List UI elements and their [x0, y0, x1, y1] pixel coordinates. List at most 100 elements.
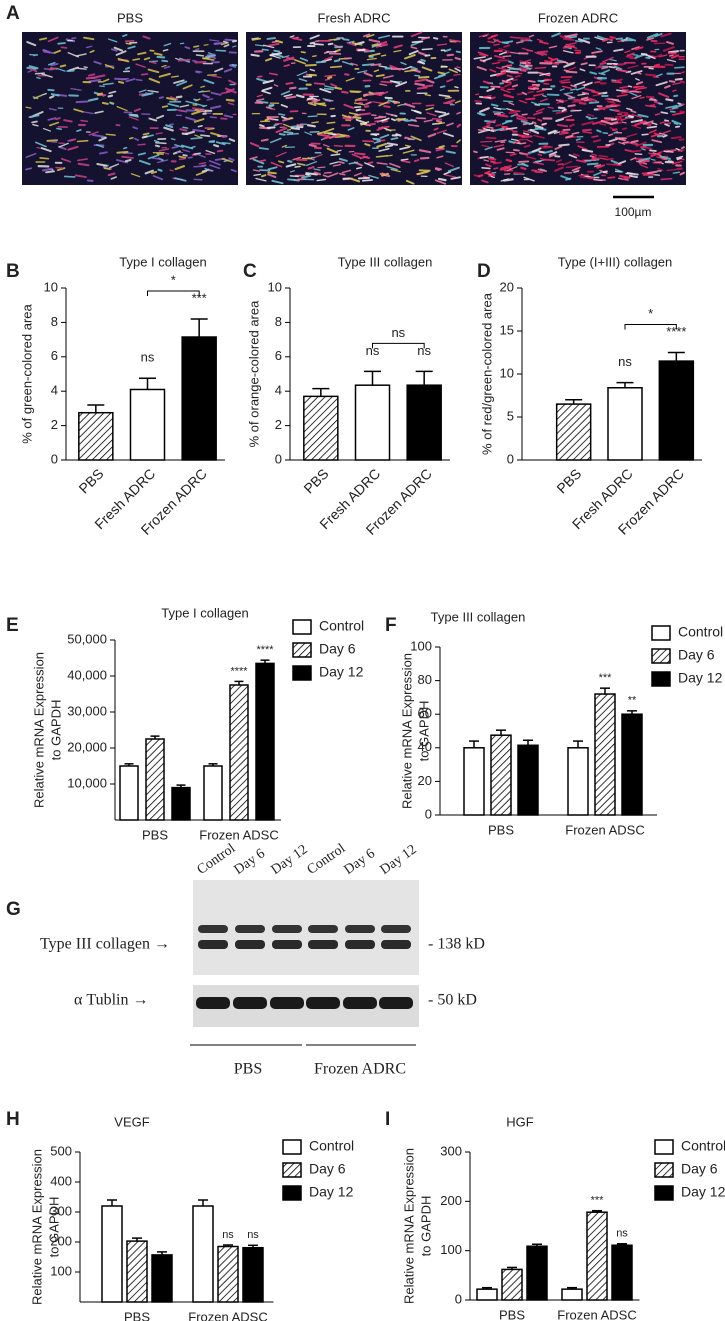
fiber	[299, 57, 309, 62]
fiber	[513, 171, 524, 175]
fiber	[662, 134, 668, 138]
y-axis-label: Relative mRNA Expression	[29, 1149, 44, 1305]
fiber	[494, 139, 507, 143]
fiber	[418, 60, 426, 65]
x-tick-label: PBS	[142, 827, 168, 842]
fiber	[638, 157, 651, 162]
fiber	[355, 118, 368, 125]
fiber	[522, 132, 530, 136]
legend-swatch	[292, 665, 312, 681]
fiber	[41, 92, 47, 96]
chart-title: VEGF	[114, 1114, 149, 1129]
fiber	[423, 119, 433, 123]
fiber	[628, 174, 638, 179]
fiber	[267, 173, 277, 179]
fiber	[493, 167, 499, 170]
fiber	[113, 46, 124, 52]
fiber	[547, 130, 558, 135]
chart-title: HGF	[506, 1114, 534, 1129]
fiber	[375, 155, 389, 158]
fiber	[59, 64, 67, 68]
fiber	[445, 150, 456, 154]
blot-size-label: - 50 kD	[428, 992, 477, 1009]
fiber	[665, 122, 672, 125]
y-tick-label: 20	[500, 279, 514, 294]
fiber	[261, 48, 269, 51]
significance-label: ***	[192, 290, 207, 305]
fiber	[647, 170, 658, 175]
fiber	[516, 92, 524, 96]
fiber	[503, 83, 512, 88]
fiber	[330, 83, 338, 88]
band	[308, 925, 338, 933]
fiber	[563, 62, 575, 68]
bar	[303, 395, 339, 461]
fiber	[313, 82, 326, 86]
fiber	[670, 54, 680, 59]
fiber	[599, 62, 607, 66]
fiber	[363, 71, 373, 77]
fiber	[638, 159, 649, 165]
fiber	[474, 93, 480, 96]
fiber	[410, 46, 418, 50]
fiber	[498, 47, 510, 52]
fiber	[322, 174, 329, 178]
bar	[526, 1245, 548, 1301]
fiber	[594, 81, 601, 84]
legend-label: Control	[678, 624, 723, 640]
fiber	[500, 113, 506, 116]
fiber	[421, 48, 433, 51]
fiber	[376, 142, 388, 148]
fiber	[363, 93, 375, 96]
fiber	[496, 147, 505, 151]
fiber	[621, 127, 628, 130]
fiber	[520, 166, 527, 171]
fiber	[676, 157, 682, 161]
panel-letter: G	[6, 899, 21, 920]
fiber	[357, 70, 368, 74]
scale-bar-label: 100µm	[615, 205, 652, 219]
fiber	[657, 167, 664, 172]
fiber	[370, 63, 382, 67]
fiber	[314, 39, 320, 43]
fiber	[456, 111, 461, 115]
band	[379, 997, 413, 1009]
y-tick-label: 200	[50, 1233, 72, 1248]
fiber	[76, 129, 82, 132]
bar	[203, 765, 223, 821]
fiber	[311, 121, 319, 124]
fiber	[474, 99, 482, 103]
fiber	[648, 129, 657, 134]
fiber	[656, 156, 668, 161]
bar	[555, 403, 592, 461]
fiber	[25, 152, 37, 158]
fiber	[668, 54, 674, 57]
fiber	[554, 145, 563, 150]
fiber	[380, 80, 393, 84]
panel-letter: D	[477, 261, 491, 282]
fiber	[664, 84, 671, 89]
fiber	[581, 91, 590, 95]
fiber	[536, 89, 547, 93]
fiber	[177, 58, 191, 62]
fiber	[446, 122, 454, 127]
fiber	[193, 45, 200, 48]
fiber	[209, 164, 221, 170]
fiber	[364, 162, 375, 168]
fiber	[600, 119, 614, 126]
lane-label: Day 6	[232, 846, 268, 878]
fiber	[532, 161, 544, 166]
fiber	[639, 96, 645, 99]
bar	[406, 384, 442, 461]
band	[308, 940, 338, 949]
fiber	[608, 37, 616, 41]
fiber	[89, 49, 95, 54]
fiber	[650, 151, 662, 158]
fiber	[648, 152, 653, 155]
fiber	[393, 44, 403, 49]
blot-row-label: α Tublin →	[74, 992, 148, 1009]
fiber	[281, 144, 288, 148]
fiber	[323, 144, 330, 148]
fiber	[421, 36, 430, 41]
fiber	[575, 138, 581, 141]
